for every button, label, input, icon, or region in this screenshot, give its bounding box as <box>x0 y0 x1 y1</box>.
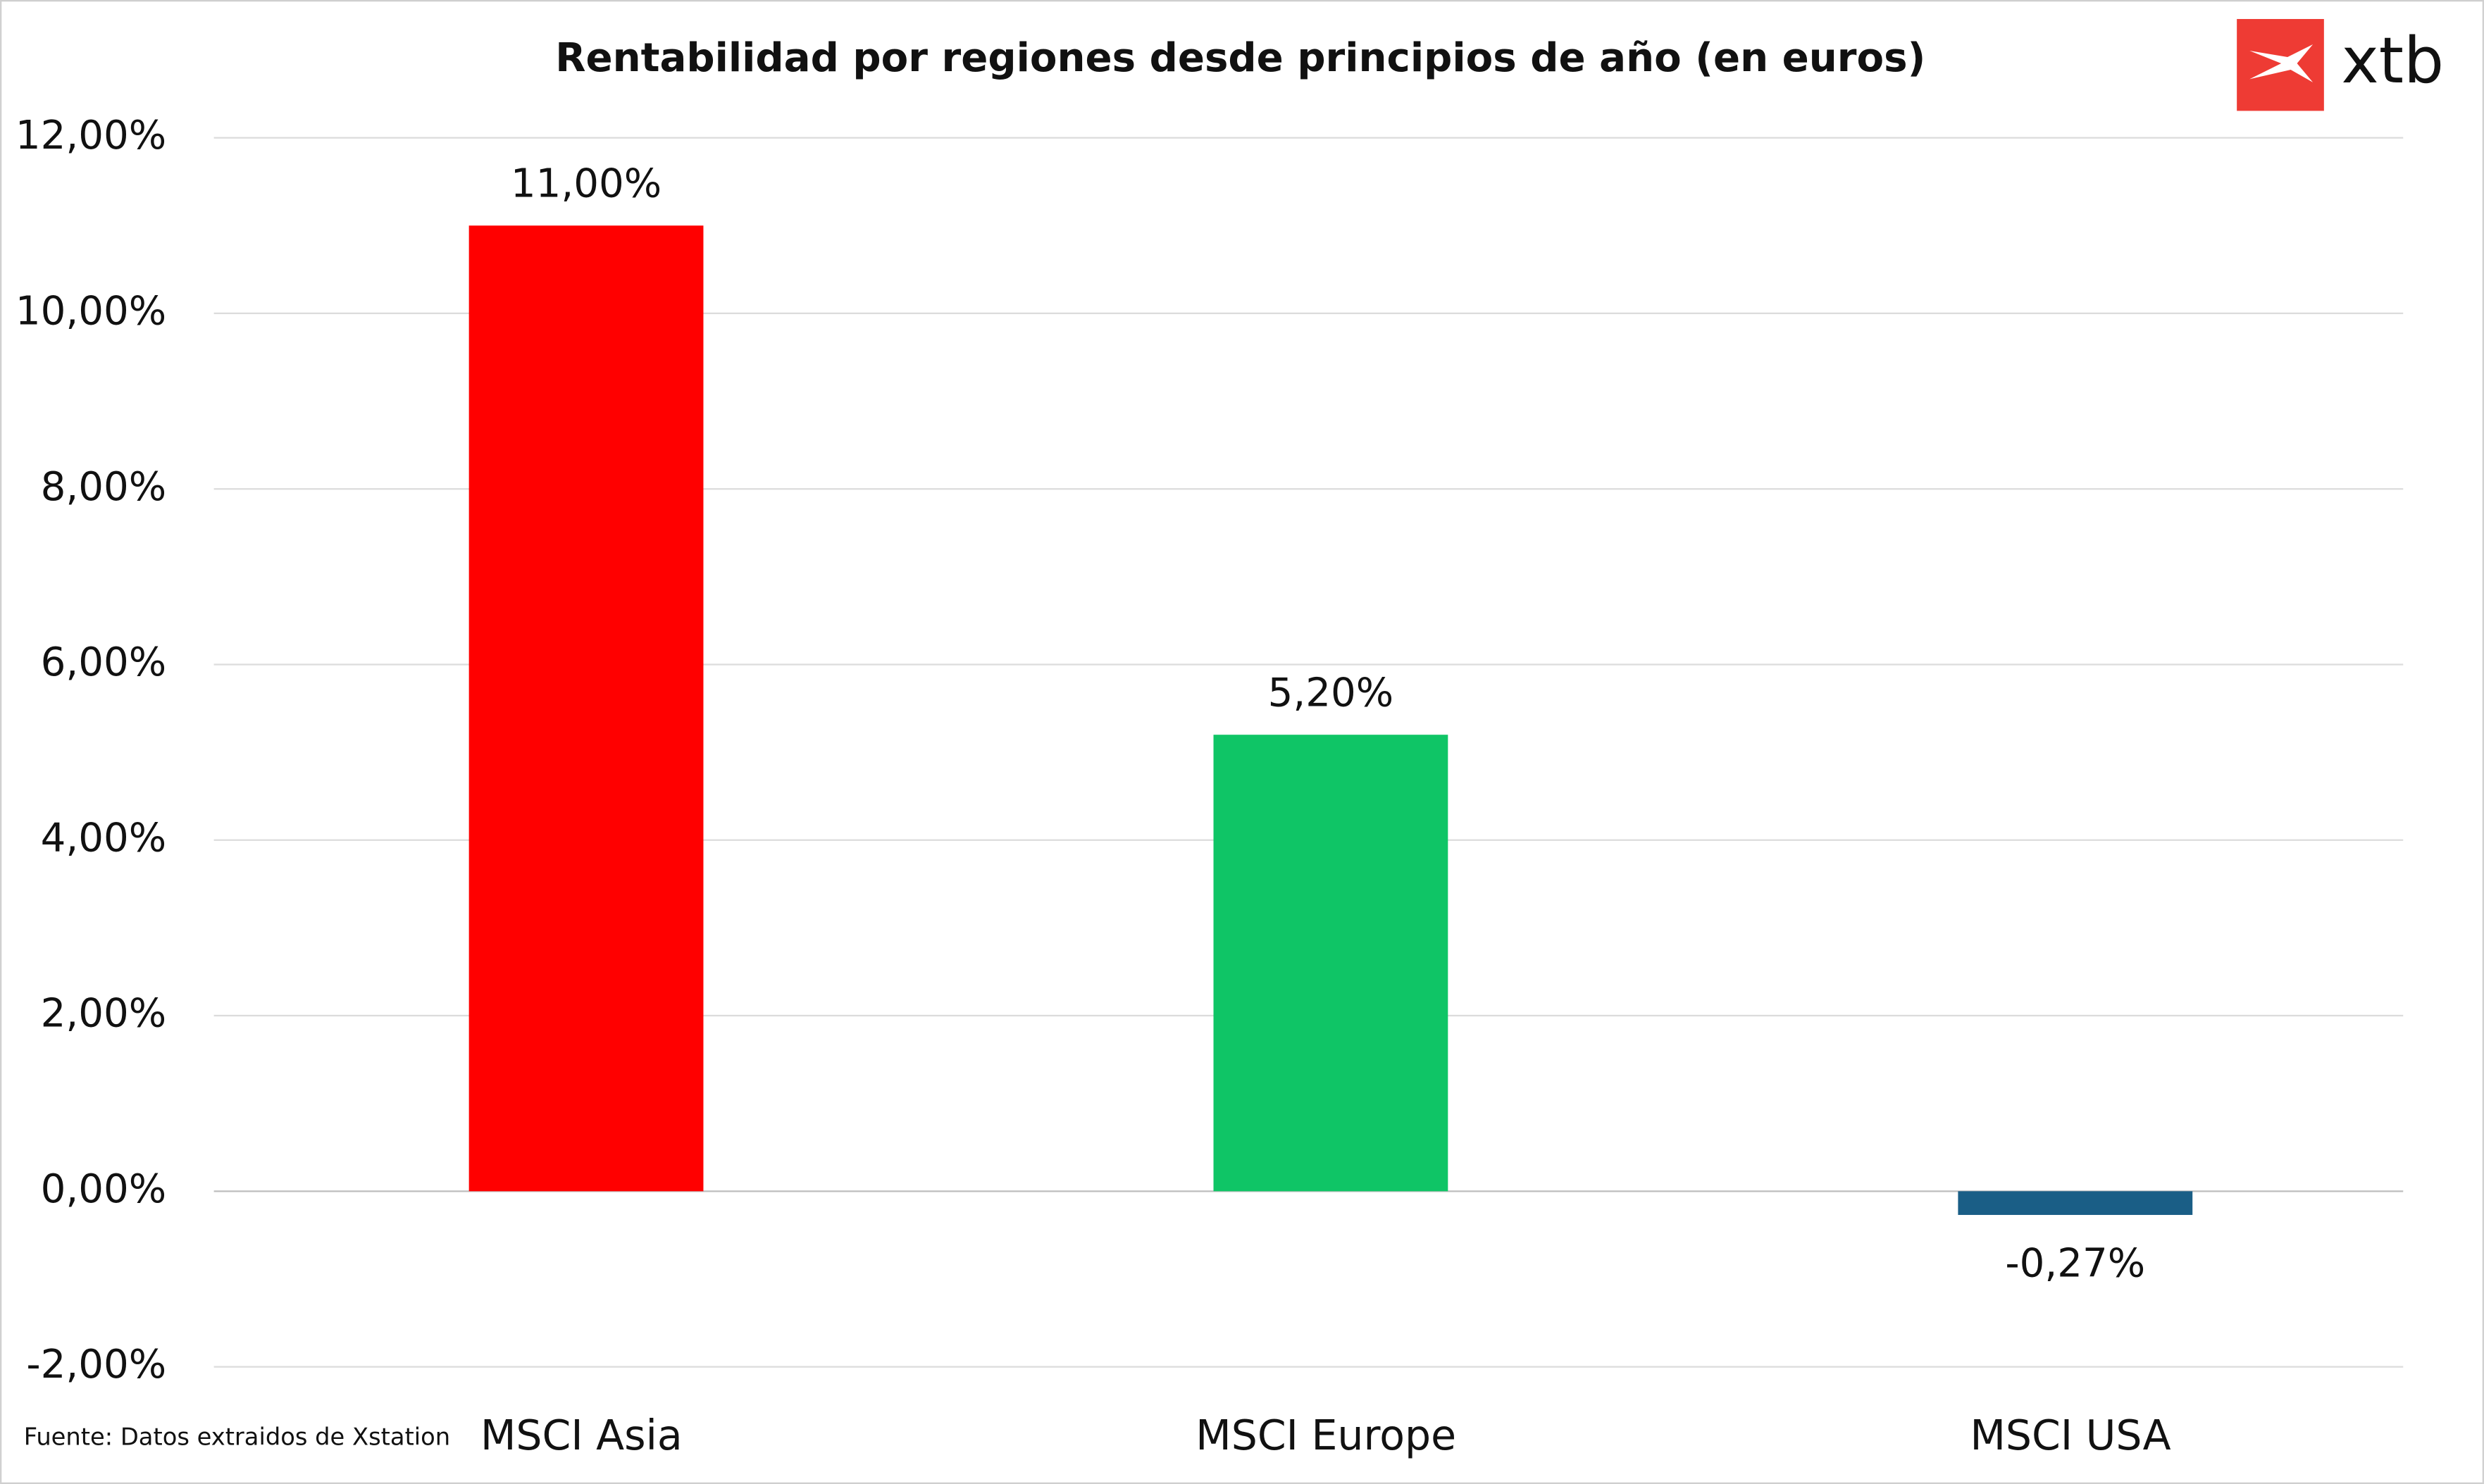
x-tick-label: MSCI Asia <box>480 1411 683 1459</box>
y-tick-label: 2,00% <box>41 991 167 1037</box>
bar <box>468 225 704 1192</box>
y-tick-label: 10,00% <box>15 289 166 335</box>
value-label: 11,00% <box>511 161 662 207</box>
y-tick-label: 4,00% <box>41 815 167 861</box>
source-note: Fuente: Datos extraidos de Xstation <box>24 1423 450 1450</box>
bar <box>1213 735 1448 1192</box>
chart-title: Rentabilidad por regiones desde principi… <box>555 35 1925 81</box>
logo-text: xtb <box>2342 25 2445 98</box>
value-label: -0,27% <box>2005 1241 2145 1287</box>
logo-icon <box>2249 44 2314 82</box>
y-tick-label: -2,00% <box>26 1342 166 1388</box>
x-tick-label: MSCI USA <box>1970 1411 2171 1459</box>
x-tick-label: MSCI Europe <box>1196 1411 1456 1459</box>
y-tick-label: 6,00% <box>41 640 167 685</box>
bar <box>1958 1191 2193 1215</box>
y-tick-label: 0,00% <box>41 1166 167 1212</box>
value-label: 5,20% <box>1268 671 1394 716</box>
y-tick-label: 8,00% <box>41 464 167 510</box>
y-tick-label: 12,00% <box>15 113 166 158</box>
